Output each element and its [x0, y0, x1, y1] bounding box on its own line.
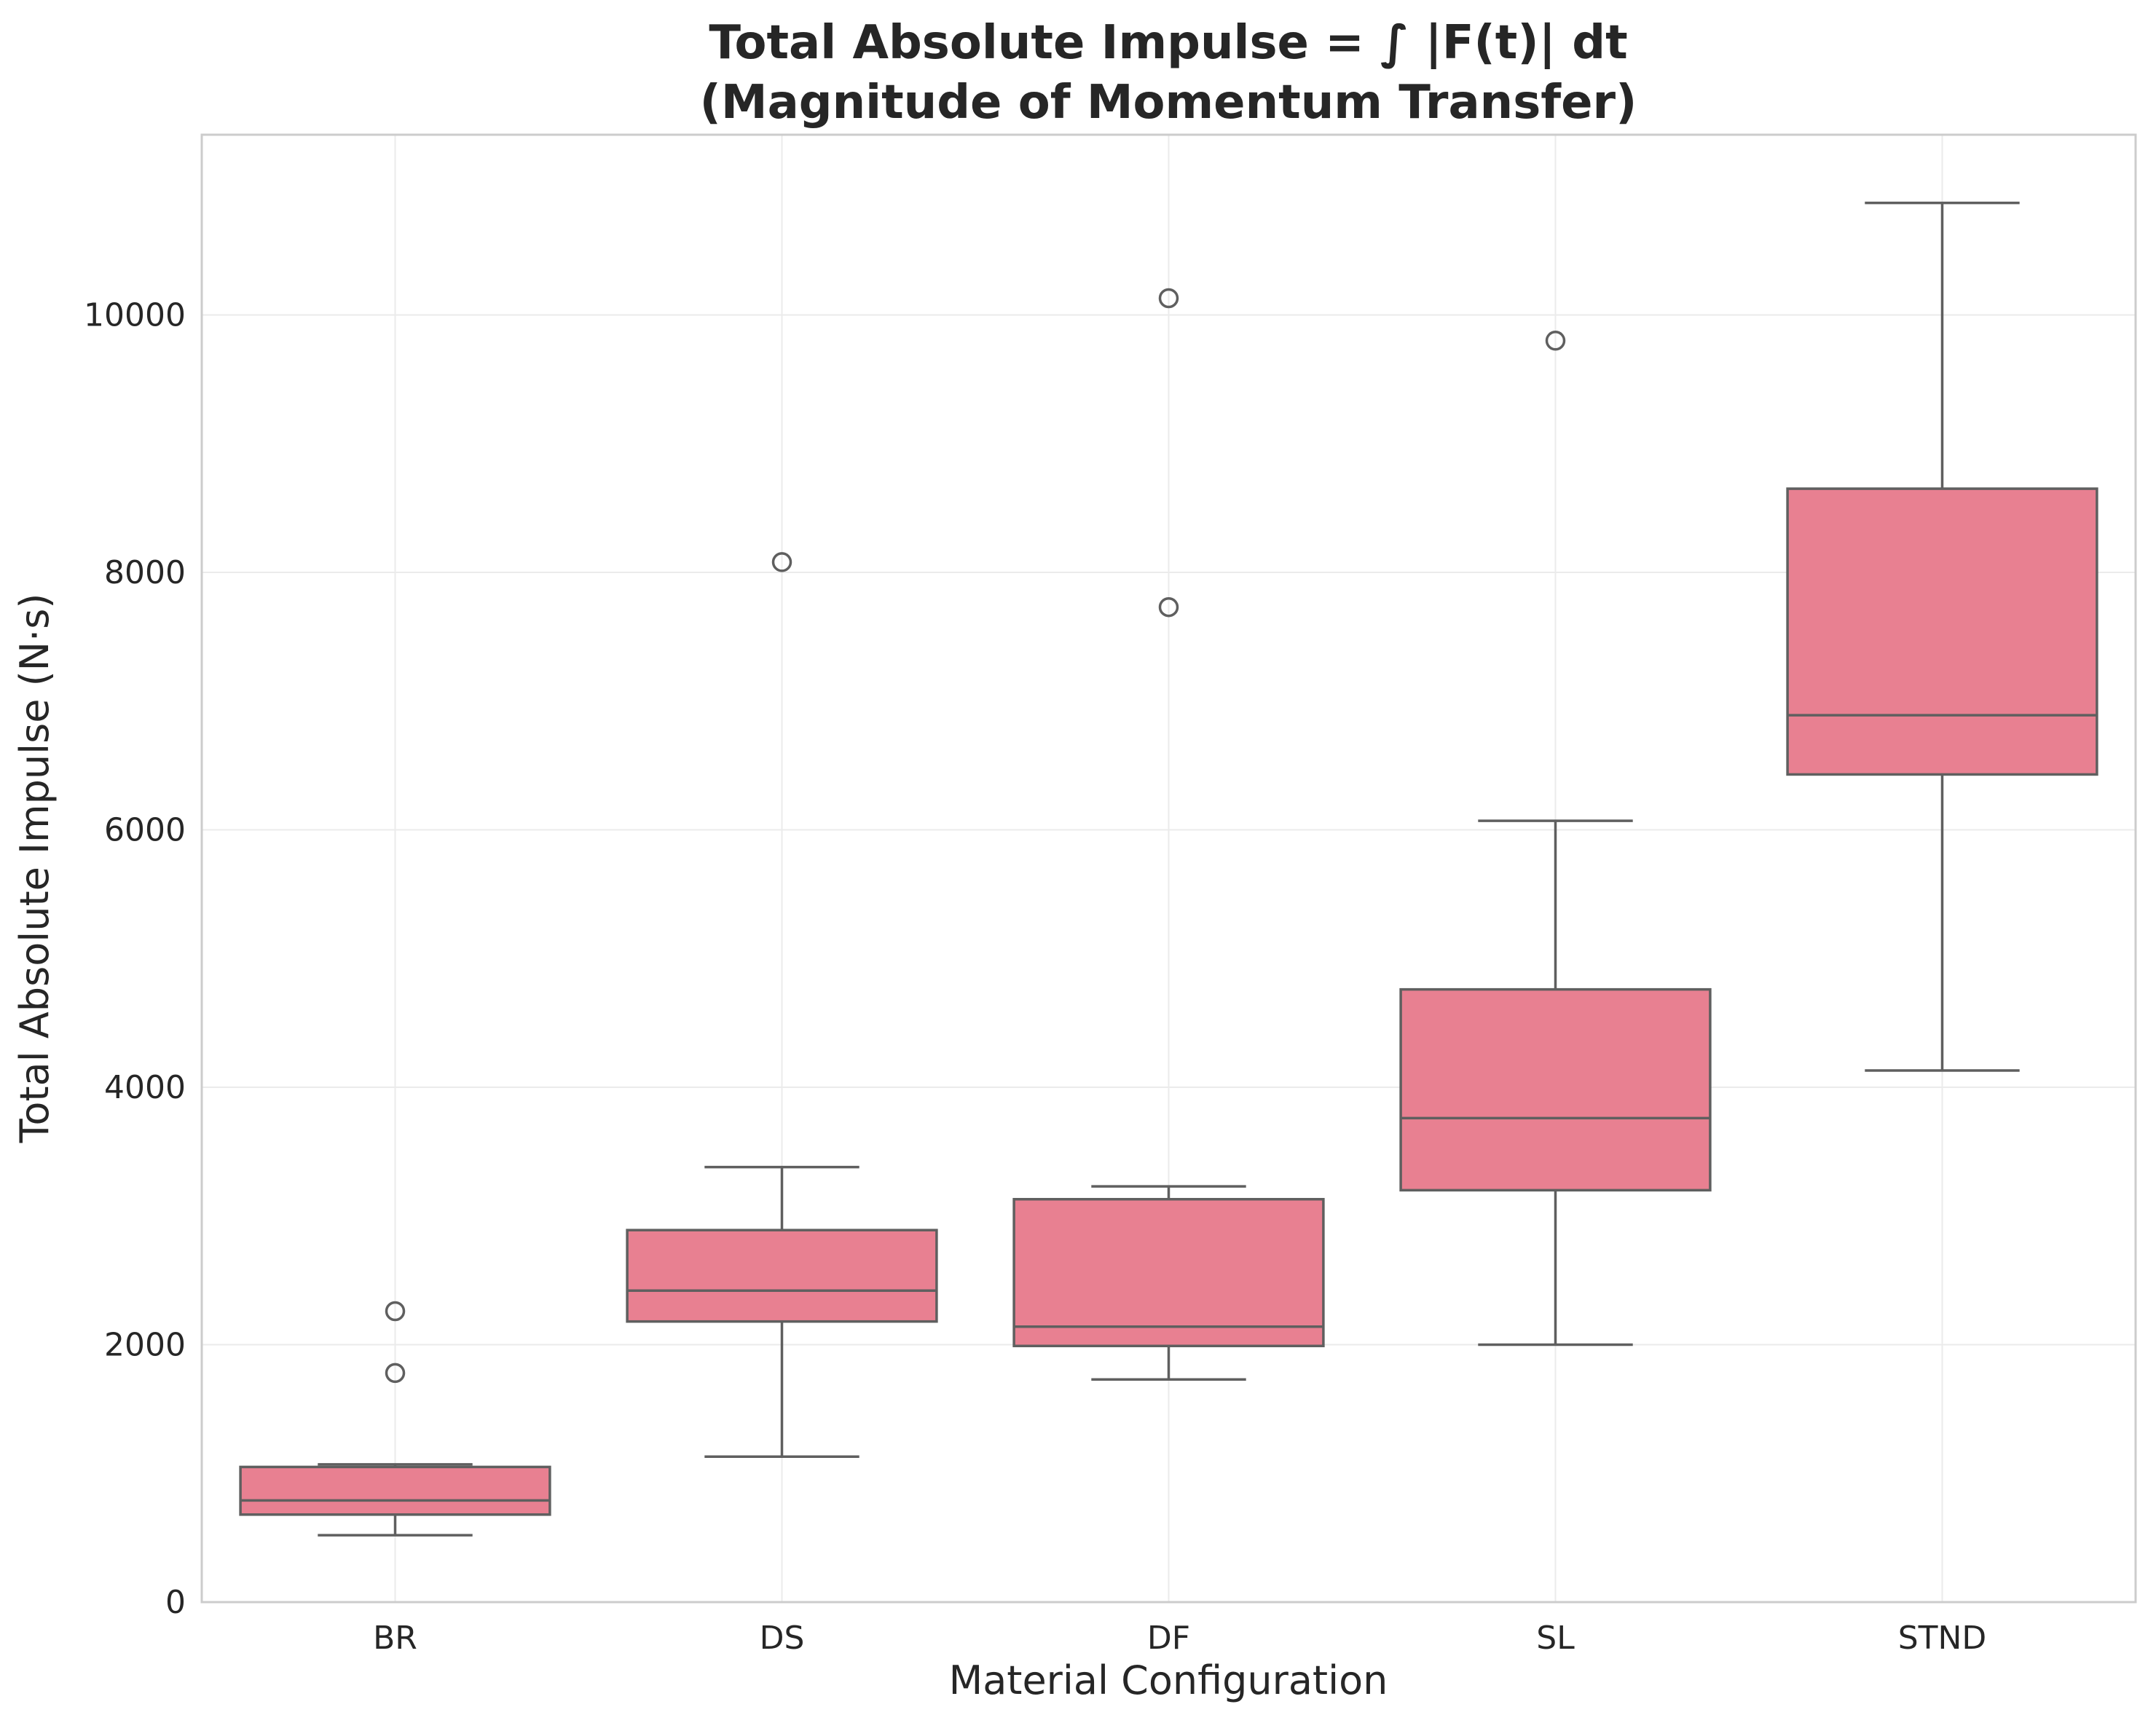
marks-layer: [239, 201, 2098, 1537]
box-group-stnd: [1786, 201, 2098, 1072]
x-tick-label-ds: DS: [760, 1620, 805, 1657]
x-tick-label-stnd: STND: [1898, 1620, 1987, 1657]
outlier-point: [385, 1363, 406, 1384]
outlier-point: [1158, 596, 1179, 618]
box-iqr: [1012, 1198, 1325, 1348]
box-iqr: [239, 1465, 551, 1516]
box-group-br: [239, 1301, 551, 1537]
x-tick-label-sl: SL: [1536, 1620, 1575, 1657]
outlier-point: [771, 552, 792, 572]
x-axis-label: Material Configuration: [949, 1657, 1388, 1703]
chart-title-line-1: Total Absolute Impulse = ∫ |F(t)| dt: [709, 16, 1627, 70]
y-axis-label: Total Absolute Impulse (N·s): [12, 594, 58, 1144]
tick-layer: 0 2000 4000 6000 8000 10000 BR DS DF SL STND: [84, 296, 1986, 1657]
y-tick-label: 2000: [104, 1326, 186, 1363]
y-tick-label: 4000: [104, 1069, 186, 1106]
x-tick-label-br: BR: [373, 1620, 417, 1657]
chart-title-line-2: (Magnitude of Momentum Transfer): [700, 76, 1637, 130]
box-group-ds: [626, 552, 938, 1459]
box-iqr: [626, 1229, 938, 1323]
outlier-point: [1158, 288, 1179, 309]
outlier-point: [385, 1301, 406, 1322]
y-tick-label: 10000: [84, 296, 186, 334]
y-tick-label: 6000: [104, 811, 186, 848]
box-group-df: [1012, 288, 1325, 1381]
plot-frame: [200, 133, 2137, 1604]
box-iqr: [1399, 987, 1712, 1192]
box-group-sl: [1399, 331, 1712, 1347]
y-tick-label: 0: [165, 1584, 186, 1621]
y-tick-label: 8000: [104, 554, 186, 591]
box-iqr: [1786, 487, 2098, 776]
outlier-point: [1545, 331, 1566, 351]
x-tick-label-df: DF: [1147, 1620, 1190, 1657]
